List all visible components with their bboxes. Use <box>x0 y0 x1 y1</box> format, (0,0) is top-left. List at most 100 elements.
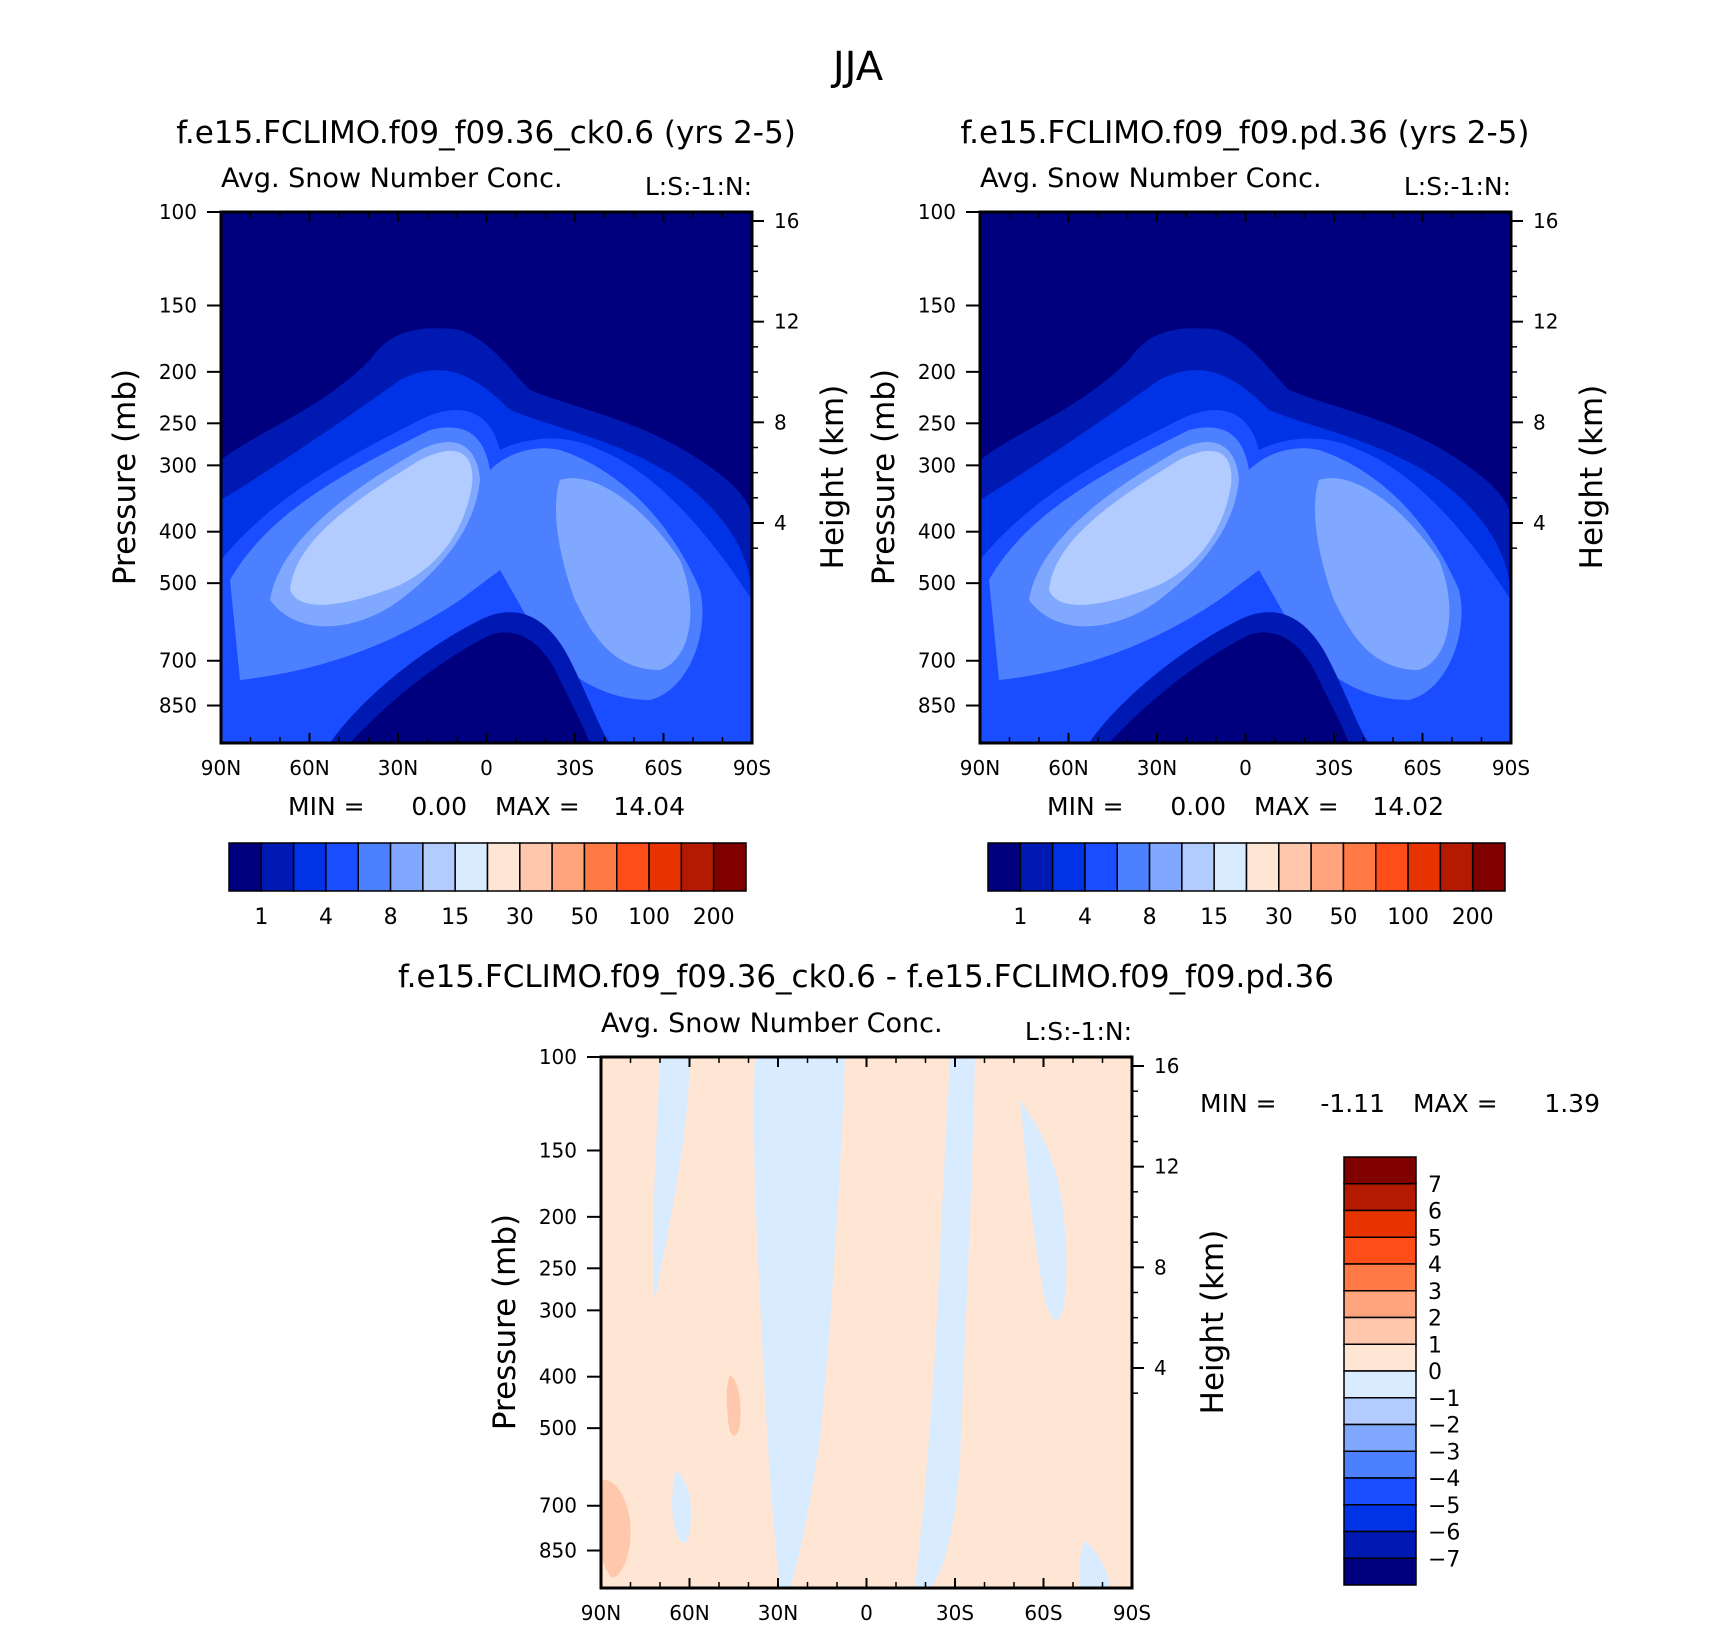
colorbar-label: 7 <box>1428 1173 1442 1198</box>
x-tick-label: 30N <box>378 756 418 780</box>
contour-level-0-lower-dome <box>350 632 590 743</box>
colorbar-box <box>1471 842 1506 892</box>
y-tick-label: 200 <box>918 360 956 384</box>
y-tick-label: 400 <box>918 520 956 544</box>
colorbar-label: 5 <box>1428 1226 1442 1251</box>
x-tick-label: 90S <box>1113 1601 1151 1625</box>
y-tick-label: 400 <box>159 520 197 544</box>
colorbar-label: 3 <box>1428 1280 1442 1305</box>
colorbar-label: 2 <box>1428 1307 1442 1332</box>
panel-2-min-label: MIN = <box>1047 792 1124 821</box>
colorbar-box <box>1051 842 1086 892</box>
colorbar-box <box>551 842 586 892</box>
colorbar-box <box>1343 1156 1417 1185</box>
colorbar-box <box>1407 842 1442 892</box>
y-tick-label: 850 <box>918 694 956 718</box>
y2-tick-label: 4 <box>774 511 787 535</box>
panel-1-subtitle: Avg. Snow Number Conc. <box>221 163 563 194</box>
colorbar-label: 200 <box>1452 905 1494 930</box>
panel-1-contours <box>221 212 752 743</box>
colorbar-box <box>1084 842 1118 892</box>
colorbar-box <box>583 842 618 892</box>
y2-tick-label: 12 <box>1533 310 1558 334</box>
colorbar-box <box>519 842 553 892</box>
y-tick-label: 850 <box>159 694 197 718</box>
y-tick-label: 250 <box>918 411 956 435</box>
panel-3-units: L:S:-1:N: <box>1025 1017 1132 1046</box>
colorbar-box <box>1343 1477 1417 1506</box>
colorbar-box <box>616 842 650 892</box>
x-tick-label: 60N <box>1048 756 1088 780</box>
y2-tick-label: 8 <box>774 410 787 434</box>
contour-diff-neg-1-to-0 <box>753 1057 845 1588</box>
colorbar-box <box>1439 842 1474 892</box>
colorbar-box <box>228 842 263 892</box>
colorbar-box <box>680 842 715 892</box>
colorbar-box <box>1343 1236 1417 1265</box>
colorbar-box <box>1310 842 1345 892</box>
panel-3-y2label: Height (km) <box>1195 1230 1231 1415</box>
contour-diff-neg-1-to-0 <box>1079 1540 1110 1588</box>
colorbar-label: 50 <box>570 905 598 930</box>
y2-tick-label: 16 <box>1533 209 1558 233</box>
panel-1-min-label: MIN = <box>288 792 365 821</box>
colorbar-label: −7 <box>1428 1547 1460 1572</box>
panel-3-axes: 90N 60N 30N 0 30S 60S 90S 100 150 200 250 300 400 500… <box>539 1045 1180 1625</box>
x-tick-label: 60S <box>1403 756 1441 780</box>
y-tick-label: 150 <box>918 294 956 318</box>
y-tick-label: 150 <box>539 1139 577 1163</box>
contour-diff-1-to-2 <box>726 1375 741 1436</box>
y-tick-label: 100 <box>159 200 197 224</box>
colorbar-box <box>1148 842 1183 892</box>
x-tick-label: 30N <box>1137 756 1177 780</box>
colorbar-box <box>1343 1343 1417 1372</box>
y-tick-label: 700 <box>539 1494 577 1518</box>
x-tick-label: 60N <box>289 756 329 780</box>
panel-2-units: L:S:-1:N: <box>1404 172 1511 201</box>
x-tick-label: 30S <box>936 1601 974 1625</box>
colorbar-label: −4 <box>1428 1467 1460 1492</box>
y2-tick-label: 12 <box>1154 1155 1179 1179</box>
colorbar-label: 8 <box>1143 905 1157 930</box>
y-tick-label: 500 <box>539 1416 577 1440</box>
panel-3-subtitle: Avg. Snow Number Conc. <box>601 1008 943 1039</box>
x-tick-label: 90N <box>201 756 241 780</box>
y2-tick-label: 16 <box>1154 1054 1179 1078</box>
panel-1: f.e15.FCLIMO.f09_f09.36_ck0.6 (yrs 2-5) … <box>107 115 851 930</box>
x-tick-label: 30N <box>758 1601 798 1625</box>
panel-2-colorbar: 1 4 8 15 30 50 100 200 <box>987 842 1506 930</box>
colorbar-box <box>357 842 392 892</box>
panel-2-title: f.e15.FCLIMO.f09_f09.pd.36 (yrs 2-5) <box>960 115 1529 151</box>
panel-1-ylabel: Pressure (mb) <box>107 369 143 585</box>
colorbar-box <box>1343 1183 1417 1212</box>
colorbar-box <box>1343 1316 1417 1345</box>
x-tick-label: 30S <box>556 756 594 780</box>
colorbar-box <box>1019 842 1054 892</box>
y2-tick-label: 16 <box>774 209 799 233</box>
x-tick-label: 60S <box>644 756 682 780</box>
contour-diff-neg-1-to-0 <box>652 1057 690 1300</box>
x-tick-label: 90N <box>960 756 1000 780</box>
y-tick-label: 300 <box>539 1298 577 1322</box>
panel-3-title: f.e15.FCLIMO.f09_f09.36_ck0.6 - f.e15.FC… <box>398 959 1334 995</box>
colorbar-box <box>1343 1450 1417 1479</box>
colorbar-label: 50 <box>1329 905 1357 930</box>
colorbar-box <box>389 842 424 892</box>
colorbar-label: 8 <box>384 905 398 930</box>
y-tick-label: 250 <box>159 411 197 435</box>
panel-3-min-label: MIN = <box>1200 1089 1277 1118</box>
x-tick-label: 90N <box>581 1601 621 1625</box>
panel-1-y2label: Height (km) <box>815 385 851 570</box>
colorbar-label: 4 <box>1078 905 1092 930</box>
x-tick-label: 30S <box>1315 756 1353 780</box>
colorbar-box <box>1343 1504 1417 1533</box>
y-tick-label: 250 <box>539 1256 577 1280</box>
panel-1-min-value: 0.00 <box>411 792 467 821</box>
panel-1-max-value: 14.04 <box>613 792 685 821</box>
colorbar-box <box>1343 1557 1417 1586</box>
panel-2-ylabel: Pressure (mb) <box>866 369 902 585</box>
panel-1-axes: 90N 60N 30N 0 30S 60S 90S 100 150 200 250 300 400 500… <box>159 200 800 780</box>
figure-title: JJA <box>830 44 884 90</box>
